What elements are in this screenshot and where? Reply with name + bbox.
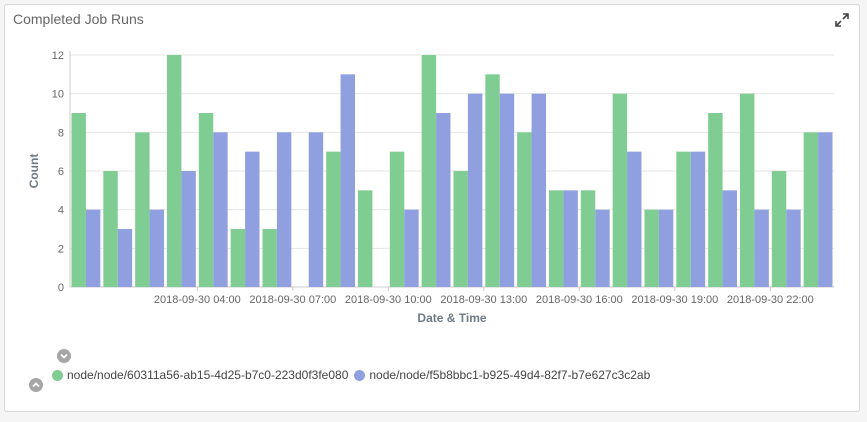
bar-series-2 bbox=[308, 132, 324, 287]
x-tick-label: 2018-09-30 22:00 bbox=[727, 294, 814, 306]
x-tick-label: 2018-09-30 10:00 bbox=[345, 294, 432, 306]
legend-label: node/node/60311a56-ab15-4d25-b7c0-223d0f… bbox=[67, 368, 349, 382]
bar-series-1 bbox=[326, 151, 341, 287]
bar-series-2 bbox=[690, 151, 706, 287]
bar-series-2 bbox=[818, 132, 833, 287]
x-tick-label: 2018-09-30 19:00 bbox=[631, 294, 718, 306]
y-tick-label: 2 bbox=[58, 243, 64, 255]
bar-series-2 bbox=[467, 93, 483, 288]
expand-icon[interactable] bbox=[835, 13, 849, 27]
y-tick-label: 8 bbox=[58, 127, 64, 139]
bar-series-1 bbox=[485, 74, 500, 287]
bar-series-1 bbox=[389, 151, 405, 287]
bar-series-2 bbox=[436, 113, 451, 287]
bar-series-2 bbox=[722, 190, 737, 287]
bar-series-1 bbox=[358, 190, 373, 287]
bar-series-1 bbox=[421, 55, 437, 287]
panel-title: Completed Job Runs bbox=[13, 11, 144, 27]
bar-series-2 bbox=[595, 209, 610, 287]
legend-swatch bbox=[52, 369, 63, 381]
y-tick-label: 4 bbox=[58, 205, 64, 217]
bar-series-1 bbox=[517, 132, 532, 287]
bar-series-2 bbox=[340, 74, 355, 287]
x-tick-label: 2018-09-30 13:00 bbox=[440, 294, 527, 306]
bar-series-2 bbox=[85, 209, 101, 287]
bar-series-1 bbox=[135, 132, 150, 287]
x-tick-label: 2018-09-30 16:00 bbox=[536, 294, 623, 306]
legend: node/node/60311a56-ab15-4d25-b7c0-223d0f… bbox=[52, 368, 650, 382]
bar-series-2 bbox=[658, 209, 674, 287]
legend-label: node/node/f5b8bbc1-b925-49d4-82f7-b7e627… bbox=[369, 368, 651, 382]
bar-series-2 bbox=[149, 209, 164, 287]
bar-series-2 bbox=[404, 209, 419, 287]
bar-series-1 bbox=[580, 190, 596, 287]
bar-series-2 bbox=[531, 93, 546, 288]
bar-series-1 bbox=[740, 93, 755, 288]
bar-series-1 bbox=[549, 190, 564, 287]
bar-series-1 bbox=[676, 151, 691, 287]
y-tick-label: 0 bbox=[58, 282, 64, 294]
bar-series-2 bbox=[245, 151, 260, 287]
legend-item-series-2[interactable]: node/node/f5b8bbc1-b925-49d4-82f7-b7e627… bbox=[354, 368, 650, 382]
bar-series-1 bbox=[644, 209, 659, 287]
bar-series-2 bbox=[499, 93, 515, 288]
bar-series-2 bbox=[563, 190, 578, 287]
x-axis-title: Date & Time bbox=[417, 311, 486, 325]
bar-series-1 bbox=[230, 229, 246, 287]
bar-series-2 bbox=[181, 171, 196, 287]
bar-series-2 bbox=[276, 132, 292, 287]
bar-series-1 bbox=[103, 171, 118, 287]
bar-series-2 bbox=[117, 229, 133, 287]
bar-series-1 bbox=[198, 113, 214, 287]
bar-series-2 bbox=[213, 132, 228, 287]
y-tick-label: 6 bbox=[58, 166, 64, 178]
bar-series-1 bbox=[262, 229, 277, 287]
bar-series-2 bbox=[786, 209, 801, 287]
bar-series-1 bbox=[612, 93, 628, 288]
y-tick-label: 10 bbox=[52, 89, 64, 101]
chevron-down-icon[interactable] bbox=[57, 349, 71, 363]
bar-series-1 bbox=[771, 171, 787, 287]
bar-series-1 bbox=[803, 132, 819, 287]
bar-chart: 0 2 4 6 8 10 12 2018-09-30 04:00 2018-09-30 07:0… bbox=[27, 50, 834, 325]
x-tick-label: 2018-09-30 04:00 bbox=[154, 294, 241, 306]
y-axis-title: Count bbox=[27, 154, 41, 189]
bar-series-2 bbox=[754, 209, 769, 287]
legend-swatch bbox=[354, 369, 366, 381]
bar-series-2 bbox=[627, 151, 642, 287]
bar-series-1 bbox=[167, 55, 182, 287]
legend-item-series-1[interactable]: node/node/60311a56-ab15-4d25-b7c0-223d0f… bbox=[52, 368, 348, 382]
chevron-up-icon[interactable] bbox=[29, 378, 43, 392]
bar-series-1 bbox=[453, 171, 468, 287]
x-tick-label: 2018-09-30 07:00 bbox=[249, 294, 336, 306]
bar-series-1 bbox=[71, 113, 86, 287]
bar-series-1 bbox=[708, 113, 723, 287]
y-tick-label: 12 bbox=[52, 50, 64, 62]
